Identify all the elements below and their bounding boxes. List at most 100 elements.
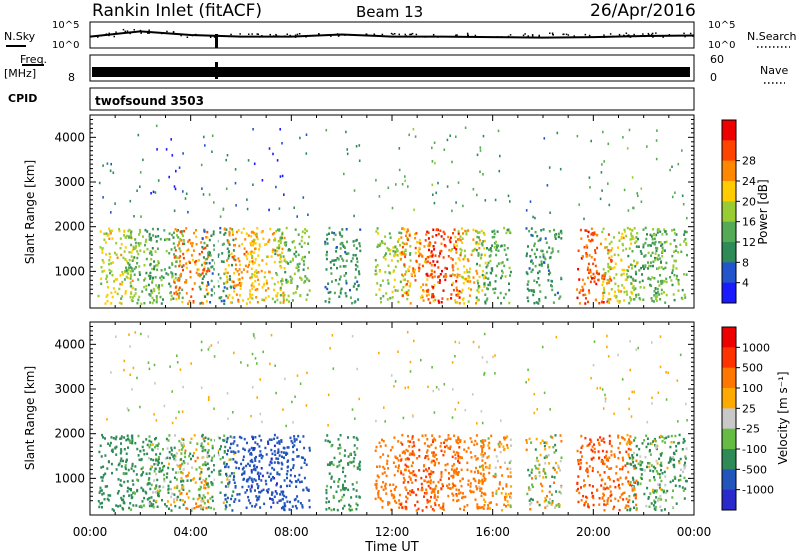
data-pixel (583, 218, 585, 221)
data-pixel (108, 460, 110, 463)
data-pixel (154, 487, 156, 490)
noise-search-point (266, 36, 268, 38)
data-pixel (627, 471, 629, 474)
data-pixel (176, 478, 178, 481)
data-pixel (201, 442, 203, 445)
data-pixel (440, 479, 442, 482)
data-pixel (419, 267, 421, 270)
data-pixel (142, 467, 144, 470)
data-pixel (405, 489, 407, 492)
data-pixel (663, 491, 665, 494)
data-pixel (179, 260, 181, 263)
data-pixel (610, 490, 612, 493)
data-pixel (507, 500, 509, 503)
data-pixel (143, 504, 145, 507)
data-pixel (609, 485, 611, 488)
data-pixel (415, 479, 417, 482)
data-pixel (603, 228, 605, 231)
data-pixel (208, 467, 210, 470)
data-pixel (501, 474, 503, 477)
data-pixel (152, 234, 154, 237)
data-pixel (462, 492, 464, 495)
data-pixel (345, 280, 347, 283)
data-pixel (402, 246, 404, 249)
data-pixel (149, 294, 151, 297)
data-pixel (246, 507, 248, 510)
data-pixel (251, 276, 253, 279)
data-pixel (634, 464, 636, 467)
data-pixel (300, 502, 302, 505)
data-pixel (234, 255, 236, 258)
data-pixel (627, 434, 629, 437)
data-pixel (132, 287, 134, 290)
cpid-value: twofsound 3503 (95, 94, 204, 108)
data-pixel (452, 361, 454, 364)
data-pixel (251, 469, 253, 472)
data-pixel (645, 238, 647, 241)
data-pixel (127, 407, 129, 410)
data-pixel (611, 454, 613, 457)
data-pixel (660, 241, 662, 244)
data-pixel (296, 507, 298, 510)
data-pixel (392, 207, 394, 210)
data-pixel (269, 228, 271, 231)
data-pixel (590, 140, 592, 143)
data-pixel (333, 508, 335, 511)
data-pixel (599, 444, 601, 447)
data-pixel (619, 240, 621, 243)
data-pixel (287, 470, 289, 473)
noise-search-point (382, 34, 384, 36)
data-pixel (112, 274, 114, 277)
data-pixel (624, 492, 626, 495)
data-pixel (178, 465, 180, 468)
data-pixel (618, 484, 620, 487)
data-pixel (203, 437, 205, 440)
data-pixel (592, 234, 594, 237)
noise-search-point (299, 33, 301, 35)
data-pixel (357, 298, 359, 301)
data-pixel (655, 440, 657, 443)
data-pixel (608, 468, 610, 471)
data-pixel (179, 292, 181, 295)
data-pixel (399, 494, 401, 497)
data-pixel (626, 443, 628, 446)
data-pixel (246, 232, 248, 235)
data-pixel (428, 237, 430, 240)
data-pixel (506, 435, 508, 438)
nave-label: Nave (760, 64, 788, 77)
data-pixel (406, 231, 408, 234)
data-pixel (374, 273, 376, 276)
data-pixel (344, 274, 346, 277)
noise-search-point (294, 36, 296, 38)
data-pixel (346, 260, 348, 263)
data-pixel (272, 251, 274, 254)
data-pixel (617, 246, 619, 249)
data-pixel (203, 275, 205, 278)
data-pixel (437, 496, 439, 499)
data-pixel (202, 238, 204, 241)
data-pixel (437, 266, 439, 269)
data-pixel (206, 258, 208, 261)
data-pixel (527, 283, 529, 286)
data-pixel (496, 490, 498, 493)
data-pixel (191, 245, 193, 248)
data-pixel (168, 238, 170, 241)
data-pixel (143, 251, 145, 254)
data-pixel (335, 259, 337, 262)
data-pixel (473, 478, 475, 481)
data-pixel (150, 237, 152, 240)
noise-search-point (114, 36, 116, 38)
data-pixel (654, 243, 656, 246)
data-pixel (456, 301, 458, 304)
data-pixel (106, 295, 108, 298)
data-pixel (208, 348, 210, 351)
data-pixel (663, 268, 665, 271)
data-pixel (650, 265, 652, 268)
data-pixel (227, 418, 229, 421)
data-pixel (474, 248, 476, 251)
data-pixel (397, 250, 399, 253)
noise-search-point (523, 35, 525, 37)
data-pixel (155, 463, 157, 466)
data-pixel (399, 169, 401, 172)
